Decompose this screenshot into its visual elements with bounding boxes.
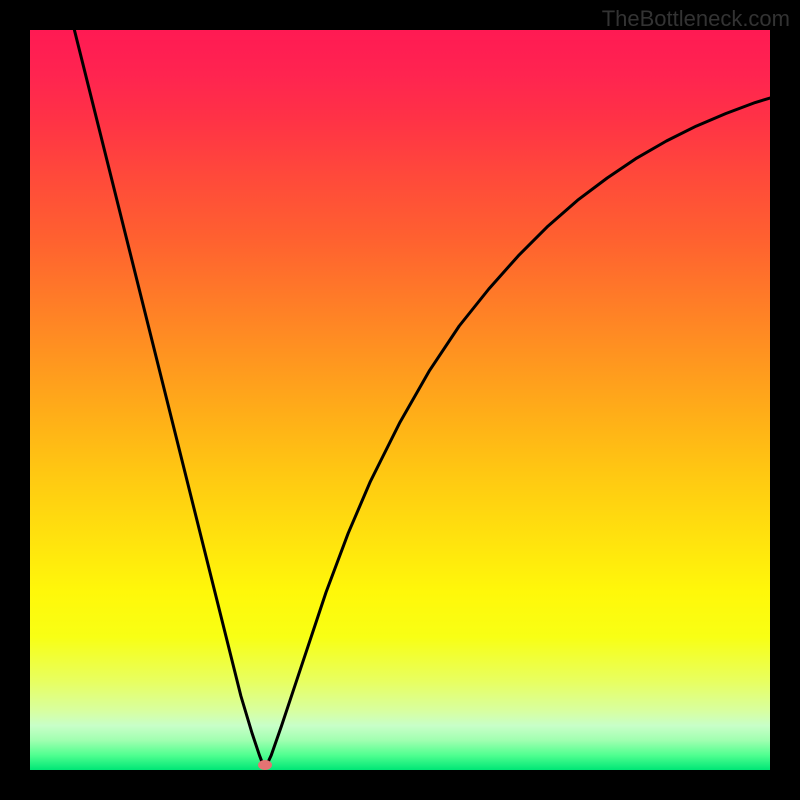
bottleneck-chart [30, 30, 770, 770]
optimal-point-marker [258, 760, 272, 770]
bottleneck-curve [30, 30, 770, 770]
watermark-text: TheBottleneck.com [602, 6, 790, 32]
